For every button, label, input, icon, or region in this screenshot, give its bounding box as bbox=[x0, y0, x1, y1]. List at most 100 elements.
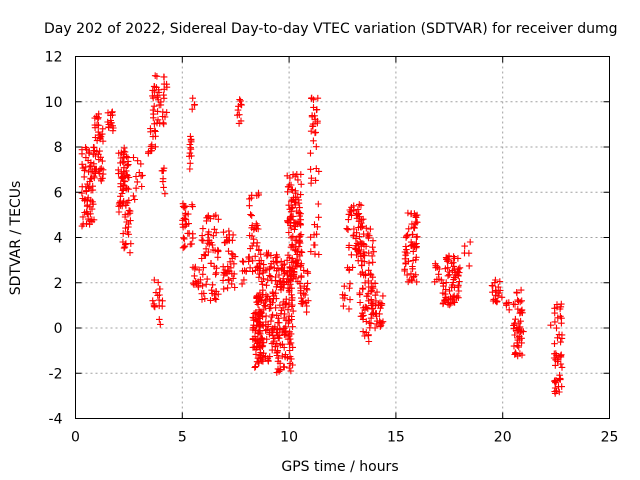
data-point bbox=[373, 312, 380, 320]
data-point bbox=[119, 158, 126, 166]
data-point bbox=[246, 195, 253, 203]
data-point bbox=[303, 308, 310, 316]
data-point bbox=[86, 178, 93, 185]
data-point bbox=[496, 287, 504, 294]
data-point bbox=[292, 187, 299, 195]
data-point bbox=[371, 280, 379, 287]
data-point bbox=[125, 220, 132, 228]
data-point bbox=[260, 261, 267, 268]
data-point bbox=[211, 226, 218, 233]
data-point bbox=[367, 320, 375, 327]
data-point bbox=[159, 119, 167, 127]
data-point bbox=[199, 282, 206, 290]
data-point bbox=[84, 210, 91, 217]
data-point bbox=[275, 271, 283, 279]
data-point bbox=[435, 271, 442, 278]
data-point bbox=[186, 149, 194, 157]
data-point bbox=[367, 296, 375, 303]
data-point bbox=[120, 186, 127, 193]
data-point bbox=[285, 201, 293, 209]
data-point bbox=[498, 294, 506, 301]
data-point bbox=[230, 270, 238, 278]
data-point bbox=[97, 154, 104, 161]
data-point bbox=[554, 334, 561, 342]
data-point bbox=[256, 270, 263, 278]
data-point bbox=[286, 335, 294, 343]
data-point bbox=[225, 277, 233, 284]
data-point bbox=[551, 340, 558, 347]
data-point bbox=[256, 323, 264, 331]
data-point bbox=[180, 234, 187, 242]
x-tick-label: 20 bbox=[494, 430, 512, 446]
data-point bbox=[558, 314, 565, 322]
data-point bbox=[287, 367, 295, 375]
data-point bbox=[79, 213, 87, 221]
data-point bbox=[79, 164, 87, 172]
data-point bbox=[86, 163, 94, 171]
data-point bbox=[152, 289, 160, 296]
data-point bbox=[250, 226, 258, 233]
data-point bbox=[228, 280, 235, 288]
data-point bbox=[262, 327, 269, 334]
data-point bbox=[403, 271, 411, 279]
data-point bbox=[227, 264, 235, 272]
chart-title: Day 202 of 2022, Sidereal Day-to-day VTE… bbox=[44, 21, 618, 37]
y-tick-label: -2 bbox=[49, 366, 63, 382]
data-point bbox=[87, 159, 95, 166]
data-point bbox=[377, 322, 385, 329]
data-point bbox=[357, 270, 364, 278]
data-point bbox=[409, 231, 416, 238]
data-point bbox=[179, 217, 186, 224]
data-point bbox=[515, 298, 522, 305]
data-point bbox=[300, 290, 307, 297]
data-point bbox=[269, 311, 276, 319]
data-point bbox=[289, 275, 297, 283]
data-point bbox=[256, 330, 264, 338]
data-point bbox=[284, 188, 291, 196]
data-point bbox=[346, 266, 353, 273]
data-point bbox=[161, 190, 169, 197]
data-point bbox=[313, 143, 320, 150]
data-point bbox=[151, 127, 158, 134]
data-point bbox=[556, 388, 563, 396]
data-point bbox=[187, 240, 194, 248]
data-point bbox=[85, 183, 93, 191]
data-point bbox=[121, 213, 129, 221]
x-axis-label: GPS time / hours bbox=[281, 459, 398, 475]
data-point bbox=[280, 363, 287, 371]
data-point bbox=[86, 149, 93, 157]
data-point bbox=[555, 331, 563, 338]
data-point bbox=[157, 321, 164, 328]
data-point bbox=[273, 340, 281, 347]
data-point bbox=[558, 351, 565, 359]
data-point bbox=[255, 311, 262, 318]
data-point bbox=[377, 323, 384, 330]
data-point bbox=[137, 160, 145, 168]
data-point bbox=[125, 207, 133, 214]
data-point bbox=[257, 251, 264, 258]
data-point bbox=[273, 259, 281, 266]
data-point bbox=[255, 246, 263, 253]
data-point bbox=[186, 165, 194, 173]
data-point bbox=[364, 230, 372, 238]
data-point bbox=[138, 183, 145, 190]
data-point bbox=[259, 313, 266, 321]
data-point bbox=[253, 239, 261, 247]
y-tick-label: -4 bbox=[49, 412, 63, 428]
data-point bbox=[149, 106, 157, 114]
data-point bbox=[345, 211, 353, 218]
data-point bbox=[289, 361, 296, 369]
data-point bbox=[273, 349, 281, 357]
tick-labels: 0 5 10 15 20 25 -4 -2 0 2 4 6 8 10 12 bbox=[45, 50, 619, 446]
data-point bbox=[433, 276, 441, 283]
data-point bbox=[304, 297, 312, 304]
data-point bbox=[361, 279, 369, 287]
data-point bbox=[307, 233, 314, 241]
data-point bbox=[115, 208, 123, 216]
data-point bbox=[552, 350, 560, 357]
data-point bbox=[370, 248, 377, 255]
data-point bbox=[445, 271, 453, 278]
data-point bbox=[117, 180, 124, 187]
data-point bbox=[368, 299, 376, 307]
data-point bbox=[263, 295, 271, 303]
